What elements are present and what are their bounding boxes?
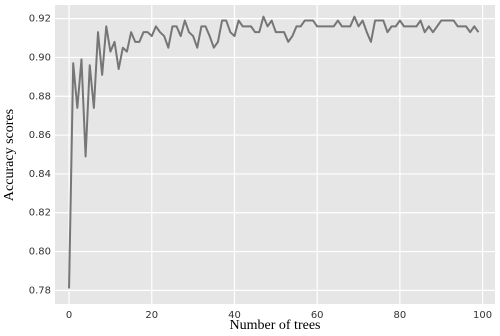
- x-tick-label: 0: [66, 310, 72, 321]
- plot-background: [55, 5, 495, 304]
- y-axis-title: Accuracy scores: [2, 109, 17, 201]
- y-tick-label: 0.86: [29, 130, 51, 141]
- y-tick-label: 0.88: [29, 91, 51, 102]
- x-tick-label: 60: [311, 310, 324, 321]
- y-tick-label: 0.92: [29, 14, 51, 25]
- x-tick-label: 40: [228, 310, 241, 321]
- x-tick-label: 80: [394, 310, 407, 321]
- y-tick-label: 0.84: [29, 169, 51, 180]
- y-tick-label: 0.78: [29, 285, 51, 296]
- data-line: [68, 15, 480, 289]
- y-tick-label: 0.82: [29, 208, 51, 219]
- y-tick-label: 0.80: [29, 247, 51, 258]
- y-tick-label: 0.90: [29, 52, 51, 63]
- x-tick-label: 20: [145, 310, 158, 321]
- x-tick-label: 100: [473, 310, 492, 321]
- x-axis-title: Number of trees: [230, 318, 321, 333]
